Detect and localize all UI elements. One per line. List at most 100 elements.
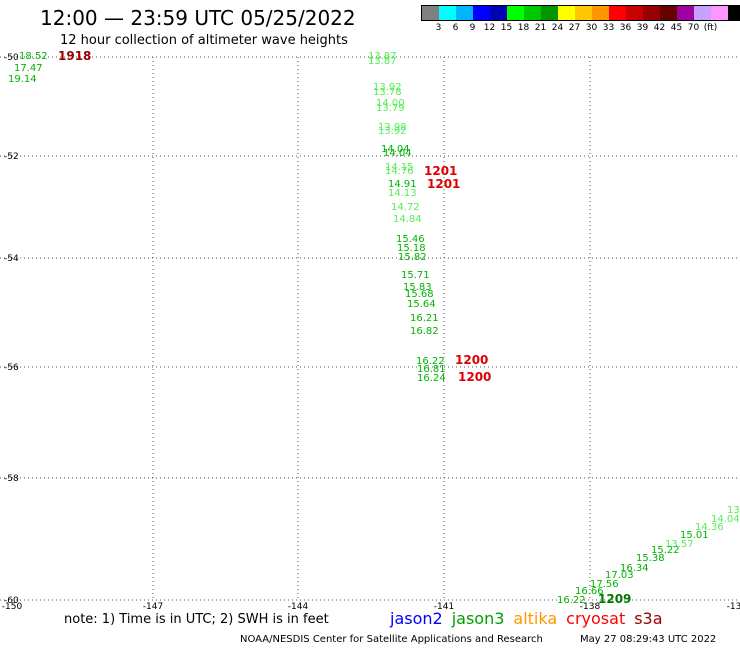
satellite-legend: jason2 jason3 altika cryosat s3a (390, 609, 672, 628)
wave-height-value: 13.57 (665, 539, 694, 550)
lat-tick-label: -54 (4, 254, 19, 264)
legend-swatch (456, 6, 473, 20)
wave-height-value: 16.22 (416, 356, 445, 367)
legend-label: 39 (636, 23, 649, 33)
satellite-jason2: jason2 (390, 609, 443, 628)
satellite-jason3: jason3 (451, 609, 505, 628)
wave-height-value: 13.87 (368, 51, 397, 62)
wave-height-value: 15.01 (680, 530, 709, 541)
legend-swatch (711, 6, 728, 20)
wave-height-value: 16.82 (410, 326, 439, 337)
lon-tick-label: -13 (727, 602, 740, 610)
legend-swatch (422, 6, 439, 20)
legend-label: (ft) (703, 23, 718, 33)
credit-line: NOAA/NESDIS Center for Satellite Applica… (240, 634, 543, 645)
wave-height-value: 14.04 (383, 148, 412, 159)
wave-height-value: 14.76 (385, 166, 414, 177)
lon-tick-label: -150 (2, 602, 23, 610)
pass-time-label: 1201 (427, 177, 460, 191)
legend-swatch (541, 6, 558, 20)
wave-height-value: 13.79 (376, 103, 405, 114)
pass-time-label: 1918 (58, 49, 91, 63)
lon-tick-label: -141 (434, 602, 454, 610)
satellite-cryosat: cryosat (566, 609, 626, 628)
page-subtitle: 12 hour collection of altimeter wave hei… (60, 33, 348, 48)
legend-swatch (558, 6, 575, 20)
wave-height-value: 15.18 (397, 243, 426, 254)
footer-note: note: 1) Time is in UTC; 2) SWH is in fe… (64, 612, 329, 627)
wave-height-value: 16.24 (417, 373, 446, 384)
wave-height-value: 16.66 (575, 586, 604, 597)
legend-label: 27 (568, 23, 581, 33)
legend-swatch (490, 6, 507, 20)
wave-height-value: 19.14 (8, 74, 37, 85)
legend-label: 12 (483, 23, 496, 33)
legend-label: 36 (619, 23, 632, 33)
legend-swatch (524, 6, 541, 20)
lat-tick-label: -60 (4, 596, 19, 606)
legend-label: 70 (687, 23, 700, 33)
wave-height-value: 17.03 (605, 570, 634, 581)
legend-swatch (609, 6, 626, 20)
legend-label: 21 (534, 23, 547, 33)
color-legend: 3 6 9 12 15 18 21 24 27 30 33 36 39 42 45 70 (ft) (421, 5, 740, 33)
wave-height-value: 16.22 (557, 595, 586, 606)
legend-label: 18 (517, 23, 530, 33)
lat-tick-label: -50 (4, 53, 19, 63)
legend-label: 6 (452, 23, 459, 33)
wave-height-map: -150 -147 -144 -141 -138 -13 -50 -52 -54 -56 -58 -6… (0, 49, 740, 610)
legend-swatch (575, 6, 592, 20)
legend-swatch (439, 6, 456, 20)
legend-swatch (473, 6, 490, 20)
wave-height-value: 13.98 (378, 122, 407, 133)
wave-height-value: 14.84 (393, 214, 422, 225)
legend-swatch (592, 6, 609, 20)
legend-label: 24 (551, 23, 564, 33)
pass-time-label: 1200 (455, 353, 488, 367)
wave-height-value: 13.92 (378, 126, 407, 137)
page-title: 12:00 — 23:59 UTC 05/25/2022 (40, 6, 356, 30)
legend-swatch (694, 6, 711, 20)
pass-time-label: 1201 (424, 164, 457, 178)
legend-label: 3 (435, 23, 442, 33)
pass-time-label: 1200 (458, 370, 491, 384)
legend-label: 33 (602, 23, 615, 33)
wave-height-value: 15.83 (403, 282, 432, 293)
legend-label: 15 (500, 23, 513, 33)
wave-height-value: 15.22 (651, 545, 680, 556)
wave-height-value: 16.34 (620, 563, 649, 574)
lat-tick-label: -58 (4, 474, 19, 484)
wave-height-value: 14.04 (711, 514, 740, 525)
wave-height-value: 16.21 (410, 313, 439, 324)
generated-timestamp: May 27 08:29:43 UTC 2022 (580, 634, 717, 645)
legend-label: 45 (670, 23, 683, 33)
wave-height-value: 15.64 (407, 299, 436, 310)
wave-height-value: 15.38 (636, 553, 665, 564)
lat-tick-label: -52 (4, 152, 19, 162)
wave-height-value: 15.82 (398, 252, 427, 263)
wave-height-value: 14.04 (381, 144, 410, 155)
wave-height-value: 14.36 (695, 522, 724, 533)
wave-height-value: 16.81 (417, 364, 446, 375)
lon-tick-label: -138 (580, 602, 601, 610)
legend-swatch (728, 6, 740, 20)
legend-label: 30 (585, 23, 598, 33)
lon-tick-label: -144 (288, 602, 309, 610)
wave-height-value: 18.52 (19, 51, 48, 62)
wave-height-value: 14.72 (391, 202, 420, 213)
wave-height-labels: 18.5217.4719.1413.8713.8713.9213.7814.00… (8, 51, 740, 606)
legend-swatch (626, 6, 643, 20)
wave-height-value: 15.46 (396, 234, 425, 245)
wave-height-value: 15.68 (405, 289, 434, 300)
wave-height-value: 13 (727, 505, 740, 516)
legend-label: 42 (653, 23, 666, 33)
legend-label: 9 (469, 23, 476, 33)
pass-time-label: 1209 (598, 592, 631, 606)
legend-labels: 3 6 9 12 15 18 21 24 27 30 33 36 39 42 45 70 (ft) (421, 21, 740, 33)
wave-height-value: 13.87 (368, 56, 397, 67)
lat-tick-label: -56 (4, 363, 19, 373)
wave-height-value: 14.91 (388, 179, 417, 190)
satellite-s3a: s3a (634, 609, 663, 628)
wave-height-value: 14.13 (388, 188, 417, 199)
